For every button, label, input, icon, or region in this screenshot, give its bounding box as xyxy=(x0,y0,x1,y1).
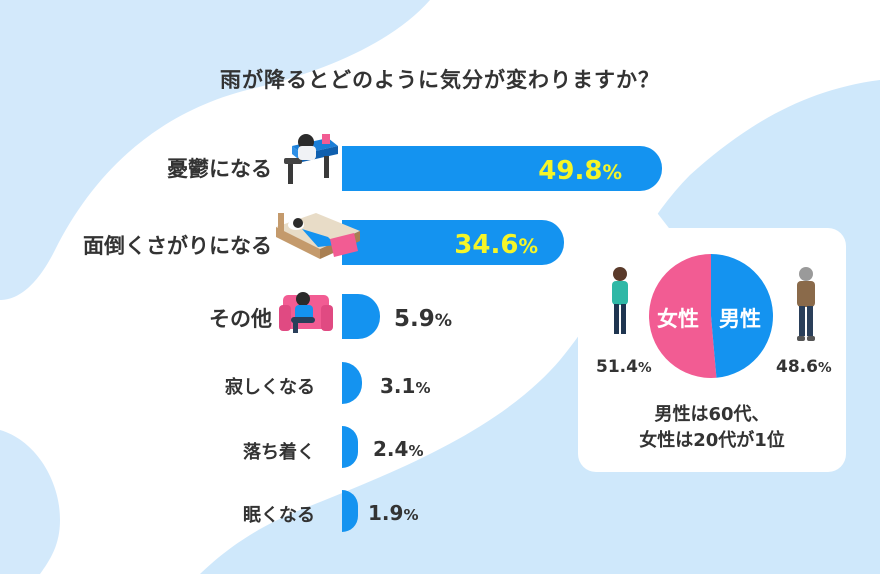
bar-label: 眠くなる xyxy=(243,505,315,526)
person-at-desk-illustration xyxy=(284,134,338,184)
bar-value-label: 5.9% xyxy=(394,306,452,332)
background-blob-bottom-left xyxy=(0,430,60,574)
value-unit: % xyxy=(518,235,538,258)
pie-value-female: 51.4% xyxy=(596,357,652,377)
bar-sleepy xyxy=(342,490,358,532)
note-line-1: 男性は60代、 xyxy=(654,404,770,425)
person-lying-in-bed-illustration xyxy=(276,213,360,259)
value-number: 49.8 xyxy=(538,156,603,186)
bar-label: 落ち着く xyxy=(243,442,315,463)
pie-label-female: 女性 xyxy=(657,307,699,331)
value-number: 3.1 xyxy=(380,374,416,398)
value-unit: % xyxy=(817,360,832,376)
bar-calm xyxy=(342,426,358,468)
bar-lazy xyxy=(342,220,565,265)
popup-tail xyxy=(638,196,672,232)
bar-value-label: 3.1% xyxy=(380,374,430,398)
man-icon xyxy=(797,267,815,341)
pie-value-male: 48.6% xyxy=(776,357,832,377)
bar-other xyxy=(342,294,380,339)
bar-lonely xyxy=(342,362,362,404)
bar-label: 寂しくなる xyxy=(225,377,315,398)
bar-value-label: 34.6% xyxy=(454,230,538,260)
bar-value-label: 49.8% xyxy=(538,156,622,186)
value-unit: % xyxy=(415,379,431,397)
pie-chart xyxy=(649,254,773,378)
bar-label: 面倒くさがりになる xyxy=(83,234,272,258)
value-unit: % xyxy=(403,506,419,524)
value-unit: % xyxy=(408,442,424,460)
value-number: 51.4 xyxy=(596,357,638,377)
bar-label: その他 xyxy=(209,307,272,331)
pie-slice-female xyxy=(649,254,717,378)
note-line-2: 女性は20代が1位 xyxy=(639,430,785,451)
bar-value-label: 1.9% xyxy=(368,501,418,525)
value-number: 34.6 xyxy=(454,230,519,260)
bar-depressed xyxy=(342,146,662,191)
value-number: 1.9 xyxy=(368,501,404,525)
woman-icon xyxy=(612,267,628,339)
value-unit: % xyxy=(434,311,453,331)
value-number: 2.4 xyxy=(373,437,409,461)
chart-title: 雨が降るとどのように気分が変わりますか？ xyxy=(220,68,660,92)
value-number: 5.9 xyxy=(394,306,435,332)
bar-label: 憂鬱になる xyxy=(167,157,272,181)
background-blob-left xyxy=(0,0,430,300)
value-unit: % xyxy=(602,161,622,184)
pie-slice-male xyxy=(711,254,773,378)
person-on-sofa-illustration xyxy=(279,292,333,333)
value-number: 48.6 xyxy=(776,357,818,377)
bar-value-label: 2.4% xyxy=(373,437,423,461)
pie-label-male: 男性 xyxy=(719,307,761,331)
value-unit: % xyxy=(637,360,652,376)
